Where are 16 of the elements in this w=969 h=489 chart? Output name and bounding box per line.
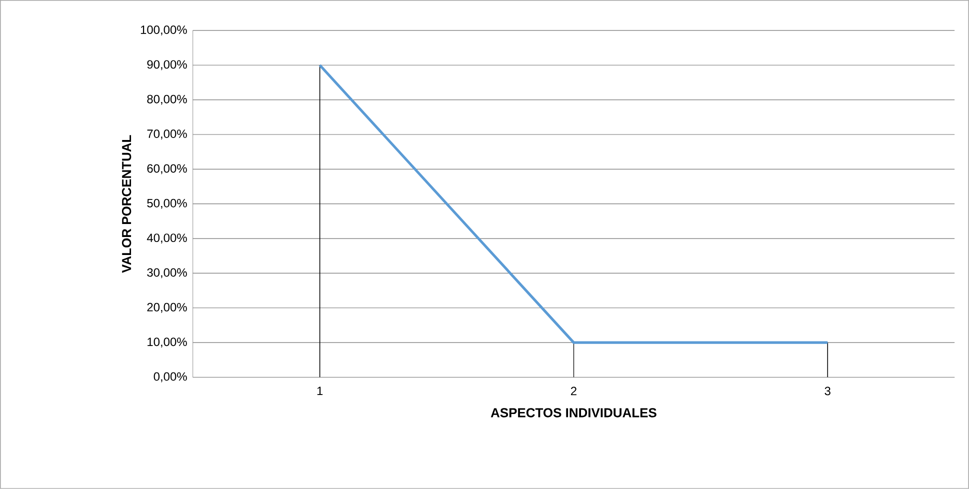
y-tick-label: 80,00% (147, 94, 187, 105)
y-axis-title: VALOR PORCENTUAL (122, 135, 132, 273)
x-tick-label: 3 (824, 386, 830, 396)
y-tick-label: 0,00% (154, 372, 187, 382)
y-tick-label: 60,00% (147, 164, 187, 174)
y-tick-label: 90,00% (147, 60, 187, 70)
x-axis-title: ASPECTOS INDIVIDUALES (490, 408, 656, 418)
y-tick-label: 20,00% (147, 302, 187, 313)
x-tick-label: 2 (570, 386, 576, 396)
y-tick-label: 40,00% (146, 234, 187, 244)
y-tick-label: 10,00% (148, 338, 187, 348)
y-tick-label: 50,00% (147, 198, 187, 209)
y-tick-label: 70,00% (147, 130, 187, 140)
y-tick-label: 100,00% (140, 26, 187, 36)
x-tick-label: 1 (317, 386, 323, 396)
y-tick-label: 30,00% (147, 268, 187, 278)
